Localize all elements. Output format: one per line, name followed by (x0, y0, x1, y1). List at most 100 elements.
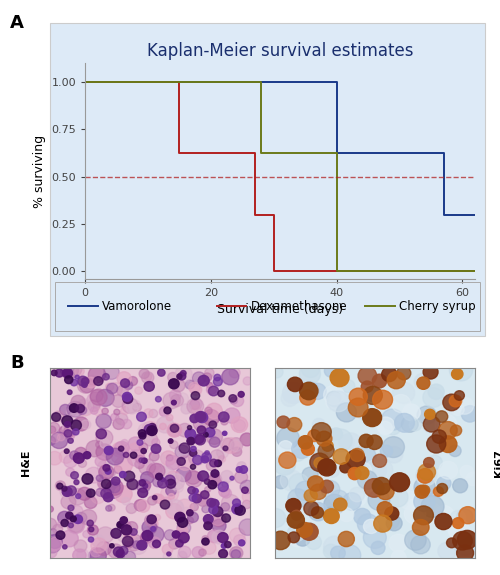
Circle shape (80, 509, 96, 525)
Circle shape (348, 398, 368, 417)
Circle shape (408, 499, 421, 511)
Circle shape (68, 518, 84, 532)
Circle shape (76, 404, 84, 412)
Circle shape (177, 458, 186, 465)
Circle shape (164, 475, 175, 485)
Circle shape (190, 400, 200, 409)
Circle shape (212, 507, 223, 516)
Circle shape (148, 537, 160, 549)
Circle shape (48, 426, 56, 434)
Circle shape (102, 374, 110, 380)
Circle shape (61, 519, 68, 527)
Circle shape (152, 496, 157, 500)
Circle shape (218, 532, 228, 543)
Circle shape (424, 458, 434, 467)
Circle shape (218, 390, 224, 397)
Circle shape (138, 423, 156, 439)
Circle shape (342, 493, 361, 511)
Circle shape (190, 414, 199, 423)
Circle shape (156, 416, 174, 433)
Circle shape (109, 482, 120, 493)
Circle shape (437, 477, 451, 490)
Circle shape (372, 478, 390, 495)
Circle shape (104, 493, 113, 502)
Circle shape (214, 377, 222, 386)
Circle shape (328, 391, 349, 412)
Circle shape (232, 447, 241, 457)
Circle shape (308, 476, 324, 491)
Circle shape (175, 366, 192, 382)
Circle shape (176, 393, 188, 404)
Circle shape (224, 408, 240, 423)
Circle shape (204, 407, 212, 415)
Circle shape (214, 460, 222, 466)
Circle shape (230, 528, 245, 543)
Circle shape (209, 437, 220, 447)
Circle shape (126, 522, 138, 533)
Circle shape (456, 545, 473, 561)
Circle shape (300, 382, 319, 400)
Circle shape (372, 454, 386, 467)
Circle shape (149, 409, 158, 417)
Circle shape (222, 481, 228, 487)
Circle shape (144, 515, 156, 526)
Circle shape (96, 414, 112, 428)
Circle shape (444, 424, 458, 438)
Circle shape (56, 531, 65, 539)
Circle shape (150, 451, 159, 461)
Circle shape (312, 507, 324, 518)
Circle shape (120, 517, 128, 524)
Circle shape (211, 470, 219, 477)
Circle shape (187, 438, 195, 445)
Circle shape (232, 504, 242, 514)
Circle shape (147, 527, 164, 543)
Circle shape (152, 477, 163, 487)
Circle shape (459, 507, 477, 524)
Circle shape (114, 466, 122, 473)
Circle shape (137, 500, 150, 512)
Circle shape (404, 504, 426, 524)
Circle shape (144, 409, 153, 417)
Circle shape (130, 452, 137, 458)
Circle shape (62, 487, 72, 496)
Circle shape (223, 446, 228, 451)
Circle shape (122, 497, 130, 505)
Circle shape (128, 443, 145, 460)
Circle shape (101, 488, 112, 499)
Circle shape (443, 394, 460, 411)
Circle shape (106, 384, 114, 391)
Circle shape (282, 382, 304, 403)
Circle shape (271, 531, 290, 550)
Circle shape (203, 432, 208, 437)
Circle shape (132, 541, 140, 549)
Circle shape (231, 417, 248, 432)
Circle shape (240, 466, 248, 473)
Circle shape (358, 367, 377, 385)
Circle shape (108, 504, 115, 511)
Circle shape (124, 539, 134, 548)
Circle shape (367, 435, 382, 450)
Circle shape (318, 443, 334, 458)
Circle shape (136, 455, 144, 463)
Circle shape (97, 527, 114, 543)
Circle shape (397, 366, 411, 380)
Circle shape (164, 553, 172, 561)
Circle shape (222, 431, 227, 435)
Circle shape (231, 550, 240, 559)
Circle shape (438, 542, 456, 559)
Circle shape (358, 514, 378, 534)
Circle shape (47, 506, 54, 512)
Circle shape (112, 452, 123, 463)
Circle shape (69, 489, 86, 505)
Circle shape (160, 500, 170, 509)
Circle shape (380, 445, 392, 457)
Circle shape (450, 359, 472, 381)
Circle shape (140, 531, 153, 543)
Circle shape (155, 494, 164, 503)
Circle shape (76, 512, 87, 523)
Circle shape (328, 429, 352, 451)
Circle shape (150, 452, 165, 465)
Circle shape (336, 403, 356, 422)
Circle shape (144, 433, 158, 446)
Circle shape (124, 381, 132, 389)
